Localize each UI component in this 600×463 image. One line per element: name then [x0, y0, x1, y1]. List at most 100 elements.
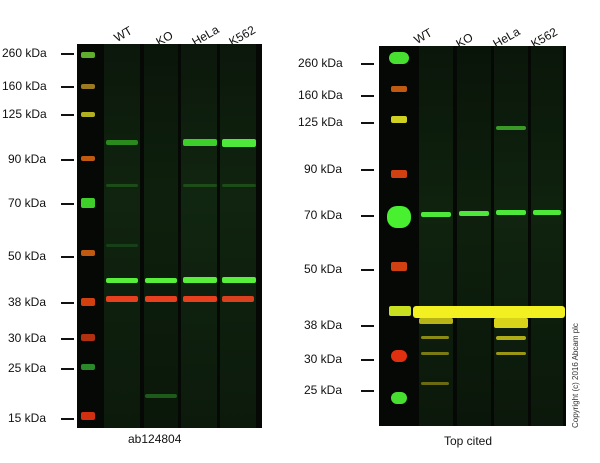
left-caption: ab124804 [128, 432, 182, 446]
loading-band-green [222, 277, 256, 283]
right-marker-label: 260 kDa [298, 56, 343, 70]
left-marker-label: 125 kDa [2, 107, 47, 121]
minor-band [106, 184, 138, 187]
right-marker-tick [361, 63, 374, 65]
left-marker-label: 25 kDa [8, 361, 47, 375]
saturated-band [413, 306, 565, 318]
ladder-band [389, 52, 409, 64]
right-marker-tick [361, 390, 374, 392]
left-blot-image [77, 44, 262, 428]
left-marker-tick [61, 86, 74, 88]
left-marker-tick [61, 368, 74, 370]
minor-band [496, 126, 526, 130]
right-marker-label: 38 kDa [304, 318, 343, 332]
ladder-band [391, 116, 407, 123]
left-marker-label: 90 kDa [8, 152, 47, 166]
loading-band-red [106, 296, 138, 302]
left-marker-tick [61, 114, 74, 116]
left-marker-label: 260 kDa [2, 46, 47, 60]
left-marker-tick [61, 302, 74, 304]
ladder-band [81, 412, 95, 420]
minor-band [106, 244, 138, 247]
ladder-band [81, 250, 95, 256]
right-marker-tick [361, 325, 374, 327]
right-marker-label: 50 kDa [304, 262, 343, 276]
left-marker-tick [61, 203, 74, 205]
right-caption: Top cited [444, 434, 493, 448]
right-marker-label: 160 kDa [298, 88, 343, 102]
left-marker-tick [61, 159, 74, 161]
target-band [533, 210, 561, 215]
left-marker-tick [61, 418, 74, 420]
right-blot-image [379, 46, 566, 426]
right-marker-tick [361, 269, 374, 271]
ladder-band [391, 392, 407, 404]
left-marker-label: 160 kDa [2, 79, 47, 93]
target-band [106, 140, 138, 145]
left-marker-label: 30 kDa [8, 331, 47, 345]
ladder-band [81, 334, 95, 341]
ladder-band [81, 112, 95, 117]
minor-band [183, 184, 217, 187]
loading-band-red [183, 296, 217, 302]
right-marker-tick [361, 359, 374, 361]
ladder-band [81, 364, 95, 370]
left-marker-label: 38 kDa [8, 295, 47, 309]
ladder-band [391, 170, 407, 178]
minor-band [421, 336, 449, 339]
ladder-band [81, 298, 95, 306]
right-marker-label: 125 kDa [298, 115, 343, 129]
left-lane-label-wt: WT [111, 23, 135, 45]
right-marker-tick [361, 169, 374, 171]
target-band [222, 139, 256, 147]
lane-smear [144, 44, 178, 428]
target-band [459, 211, 489, 216]
loading-band-red [145, 296, 177, 302]
left-marker-tick [61, 338, 74, 340]
ladder-band [391, 262, 407, 271]
ladder-band [389, 306, 411, 316]
copyright-text: Copyright (c) 2016 Abcam plc [571, 323, 580, 428]
right-lane-label-wt: WT [411, 25, 435, 47]
minor-band [496, 352, 526, 355]
right-marker-label: 25 kDa [304, 383, 343, 397]
loading-band-red [222, 296, 254, 302]
right-marker-label: 30 kDa [304, 352, 343, 366]
ladder-band [81, 198, 95, 208]
saturated-band [419, 318, 453, 324]
minor-band [421, 382, 449, 385]
lane-smear [419, 46, 453, 426]
right-marker-tick [361, 215, 374, 217]
lane-smear [531, 46, 563, 426]
ladder-band [81, 52, 95, 58]
loading-band-green [183, 277, 217, 283]
lane-smear [457, 46, 491, 426]
lane-smear [494, 46, 528, 426]
right-marker-label: 70 kDa [304, 208, 343, 222]
ladder-band [81, 84, 95, 89]
right-marker-label: 90 kDa [304, 162, 343, 176]
left-marker-label: 50 kDa [8, 249, 47, 263]
minor-band [222, 184, 256, 187]
lane-smear [181, 44, 217, 428]
saturated-band [494, 318, 528, 328]
minor-band [496, 336, 526, 340]
target-band [421, 212, 451, 217]
left-marker-label: 15 kDa [8, 411, 47, 425]
minor-band [145, 394, 177, 398]
left-marker-label: 70 kDa [8, 196, 47, 210]
minor-band [421, 352, 449, 355]
lane-smear [220, 44, 256, 428]
loading-band-green [106, 278, 138, 283]
right-marker-tick [361, 95, 374, 97]
ladder-band [391, 86, 407, 92]
loading-band-green [145, 278, 177, 283]
target-band [183, 139, 217, 146]
right-marker-tick [361, 122, 374, 124]
ladder-band [391, 350, 407, 362]
left-marker-tick [61, 53, 74, 55]
lane-smear [104, 44, 140, 428]
target-band [496, 210, 526, 215]
left-marker-tick [61, 256, 74, 258]
ladder-band [81, 156, 95, 161]
